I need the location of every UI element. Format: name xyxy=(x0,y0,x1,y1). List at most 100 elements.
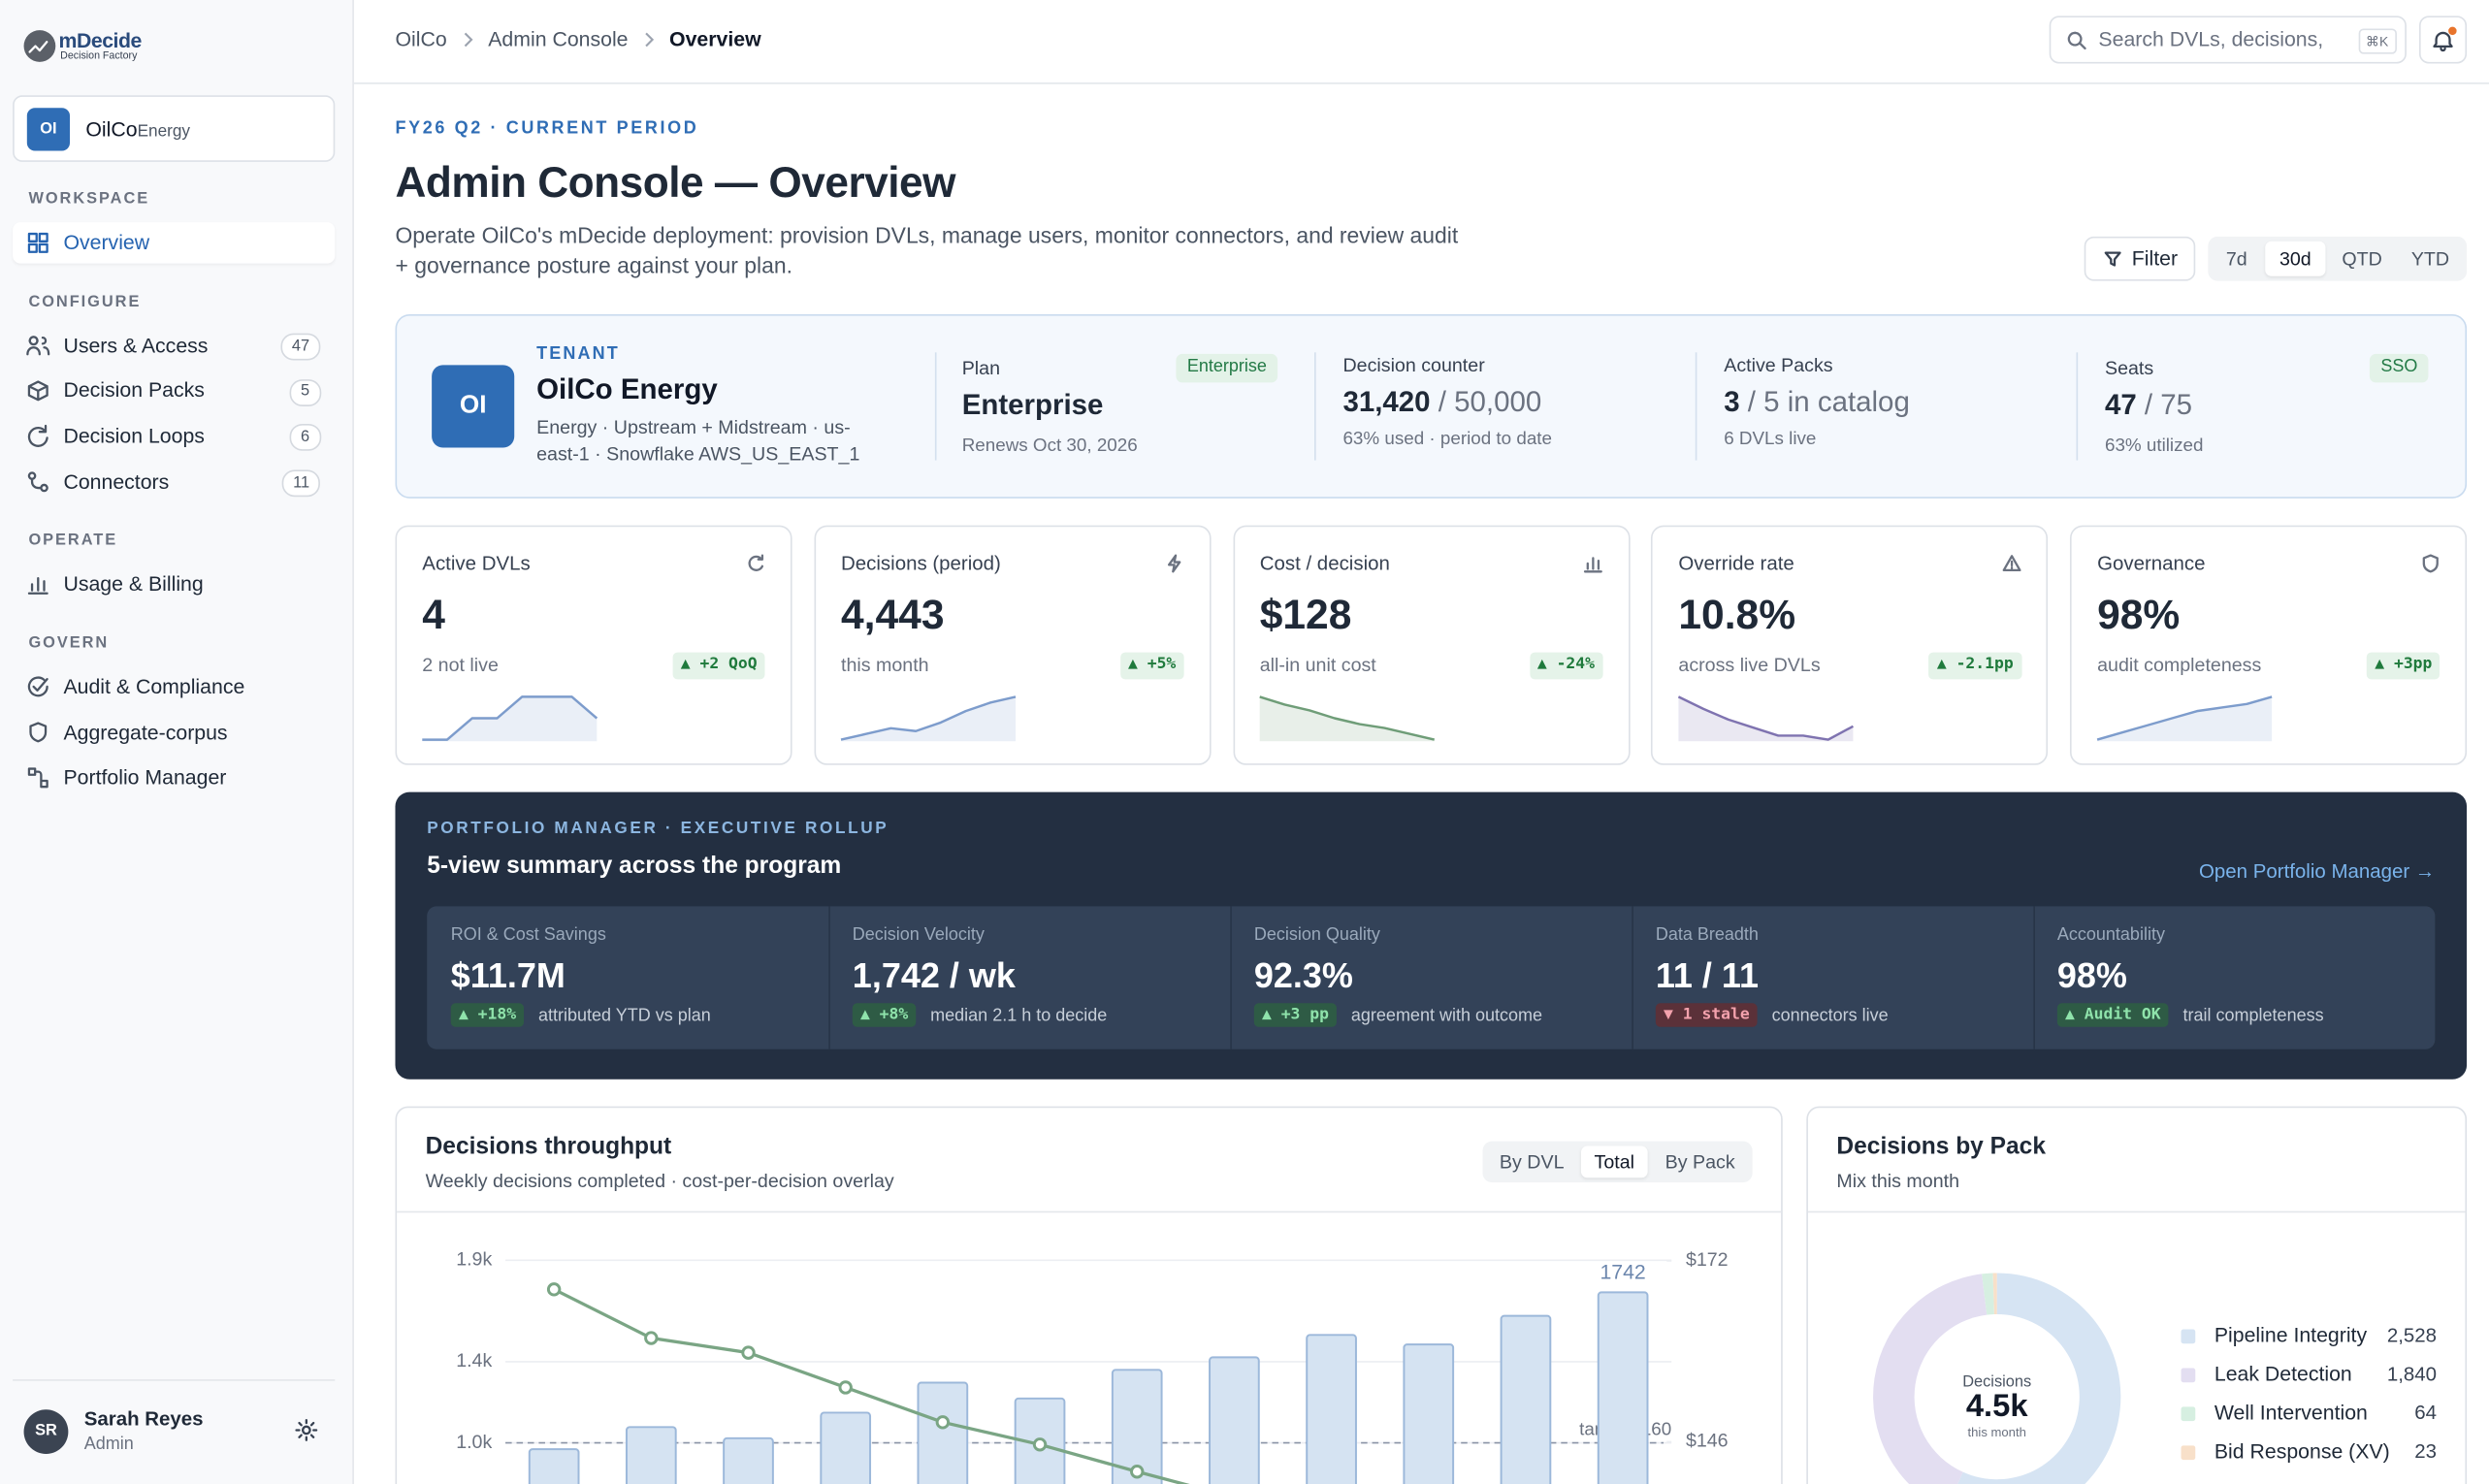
topbar-border xyxy=(353,82,2489,84)
nav-item[interactable]: Decision Packs xyxy=(63,378,205,403)
stat-value-main: 47 xyxy=(2104,388,2137,421)
stat-note: 63% used · period to date xyxy=(1342,430,1552,450)
breadcrumb-separator xyxy=(644,31,654,47)
nav-count: 6 xyxy=(289,424,321,452)
icon xyxy=(644,31,654,47)
card-subtitle: Weekly decisions completed · cost-per-de… xyxy=(425,1169,894,1192)
stat-value-main: 3 xyxy=(1724,385,1740,418)
kpi-value: 98% xyxy=(2097,591,2181,639)
tenant-eyebrow: TENANT xyxy=(536,344,620,365)
notifications-button[interactable] xyxy=(2418,16,2468,64)
tenant-initials: OI xyxy=(40,119,57,138)
rollup-meta: ▲ +8% median 2.1 h to decide xyxy=(852,1003,1107,1027)
nav-item[interactable]: Overview xyxy=(63,230,150,255)
stat-note: 63% utilized xyxy=(2104,436,2204,456)
rollup-divider xyxy=(2033,906,2035,1049)
tenant-name: OilCo xyxy=(85,117,138,142)
tenant-suffix: Energy xyxy=(137,122,191,142)
rollup-note: connectors live xyxy=(1771,1005,1889,1025)
tenant-divider xyxy=(934,352,937,461)
tenant-switcher-name: OilCo Energy xyxy=(85,117,190,142)
nav-item[interactable]: Decision Loops xyxy=(63,424,205,448)
stat-value-rest: / 50,000 xyxy=(1438,385,1542,418)
nav-item[interactable]: Usage & Billing xyxy=(63,571,204,597)
breadcrumb-separator xyxy=(463,31,472,47)
user-name: Sarah Reyes xyxy=(83,1406,204,1430)
range-option[interactable]: 7d xyxy=(2225,246,2247,270)
rollup-divider xyxy=(828,906,830,1049)
kpi-label: Cost / decision xyxy=(1259,551,1390,574)
rollup-note: attributed YTD vs plan xyxy=(537,1005,711,1025)
rollup-meta: ▲ Audit OK trail completeness xyxy=(2056,1003,2324,1027)
kpi-delta: ▲ -24% xyxy=(1529,651,1603,679)
search-box[interactable] xyxy=(2049,16,2407,64)
rollup-badge: ▲ +8% xyxy=(852,1003,917,1027)
eyebrow: FY26 Q2 · CURRENT PERIOD xyxy=(395,119,699,140)
view-tab[interactable]: Total xyxy=(1594,1150,1635,1174)
kpi-delta: ▲ +2 QoQ xyxy=(672,651,765,679)
user-avatar xyxy=(23,1409,69,1455)
rollup-meta: ▲ +3 pp agreement with outcome xyxy=(1253,1003,1542,1027)
tenant-divider xyxy=(2076,352,2079,461)
nav-item[interactable]: Connectors xyxy=(63,469,170,494)
tenant-avatar xyxy=(26,108,71,151)
breadcrumb: OilCo Admin Console Overview xyxy=(395,27,760,51)
nav-count: 5 xyxy=(289,378,321,406)
rollup-label: Decision Velocity xyxy=(852,925,985,946)
kpi-delta: ▲ +3pp xyxy=(2367,651,2441,679)
stat-value: 3/ 5 in catalog xyxy=(1724,386,1910,419)
card-divider xyxy=(397,1210,1782,1213)
rollup-badge: ▼ 1 stale xyxy=(1655,1003,1758,1027)
nav-item[interactable]: Audit & Compliance xyxy=(63,674,245,698)
card-subtitle: Mix this month xyxy=(1836,1169,1960,1192)
rollup-link[interactable]: Open Portfolio Manager → xyxy=(2199,859,2436,883)
kpi-note: this month xyxy=(841,653,929,676)
rollup-badge: ▲ +3 pp xyxy=(1253,1003,1338,1027)
kpi-value: 4 xyxy=(422,591,445,639)
tenant-card-avatar xyxy=(432,365,515,448)
rollup-meta: ▼ 1 stale connectors live xyxy=(1655,1003,1889,1027)
user-initials: SR xyxy=(35,1422,57,1440)
rollup-label: Accountability xyxy=(2056,925,2165,946)
stat-value-rest: / 5 in catalog xyxy=(1747,385,1910,418)
stat-value-rest: / 75 xyxy=(2144,388,2193,421)
card-title: Decisions by Pack xyxy=(1836,1133,2046,1161)
tenant-details: Energy · Upstream + Midstream · us-east-… xyxy=(536,415,860,466)
kpi-value: 10.8% xyxy=(1678,591,1796,639)
kpi-note: all-in unit cost xyxy=(1259,653,1376,676)
view-tab[interactable]: By Pack xyxy=(1665,1150,1735,1174)
tenant-card xyxy=(395,314,2468,499)
view-tab[interactable]: By DVL xyxy=(1499,1150,1565,1174)
range-option[interactable]: 30d xyxy=(2279,246,2311,270)
brand-tagline: Decision Factory xyxy=(60,49,138,62)
nav-item[interactable]: Aggregate-corpus xyxy=(63,720,228,744)
rollup-meta: ▲ +18% attributed YTD vs plan xyxy=(450,1003,711,1027)
rollup-note: trail completeness xyxy=(2182,1005,2324,1025)
breadcrumb-item[interactable]: OilCo xyxy=(395,26,447,51)
breadcrumb-item[interactable]: Admin Console xyxy=(488,26,629,51)
rollup-value: 98% xyxy=(2056,954,2127,995)
nav-item[interactable]: Portfolio Manager xyxy=(63,765,227,790)
breadcrumb-item: Overview xyxy=(669,26,761,51)
kpi-label: Decisions (period) xyxy=(841,551,1001,574)
range-option[interactable]: YTD xyxy=(2410,246,2450,270)
kpi-label: Override rate xyxy=(1678,551,1794,574)
filter-button[interactable] xyxy=(2084,236,2196,281)
stat-label: Seats xyxy=(2104,356,2154,379)
rollup-eyebrow: PORTFOLIO MANAGER · EXECUTIVE ROLLUP xyxy=(427,818,889,838)
stat-value: 47/ 75 xyxy=(2105,389,2192,422)
search-placeholder: Search DVLs, decisions, xyxy=(2098,27,2324,51)
kpi-note: across live DVLs xyxy=(1678,653,1821,676)
range-option[interactable]: QTD xyxy=(2342,246,2382,270)
rollup-value: 11 / 11 xyxy=(1655,954,1759,995)
kpi-delta: ▲ +5% xyxy=(1119,651,1184,679)
rollup-badge: ▲ Audit OK xyxy=(2056,1003,2169,1027)
card-divider xyxy=(1807,1210,2466,1213)
rollup-label: Data Breadth xyxy=(1655,925,1759,946)
nav-active-bg xyxy=(13,222,336,264)
nav-item[interactable]: Users & Access xyxy=(63,333,209,357)
rollup-value: $11.7M xyxy=(450,954,566,995)
rollup-title: 5-view summary across the program xyxy=(427,852,842,880)
filter-label: Filter xyxy=(2131,245,2179,271)
stat-value-main: Enterprise xyxy=(961,388,1104,421)
